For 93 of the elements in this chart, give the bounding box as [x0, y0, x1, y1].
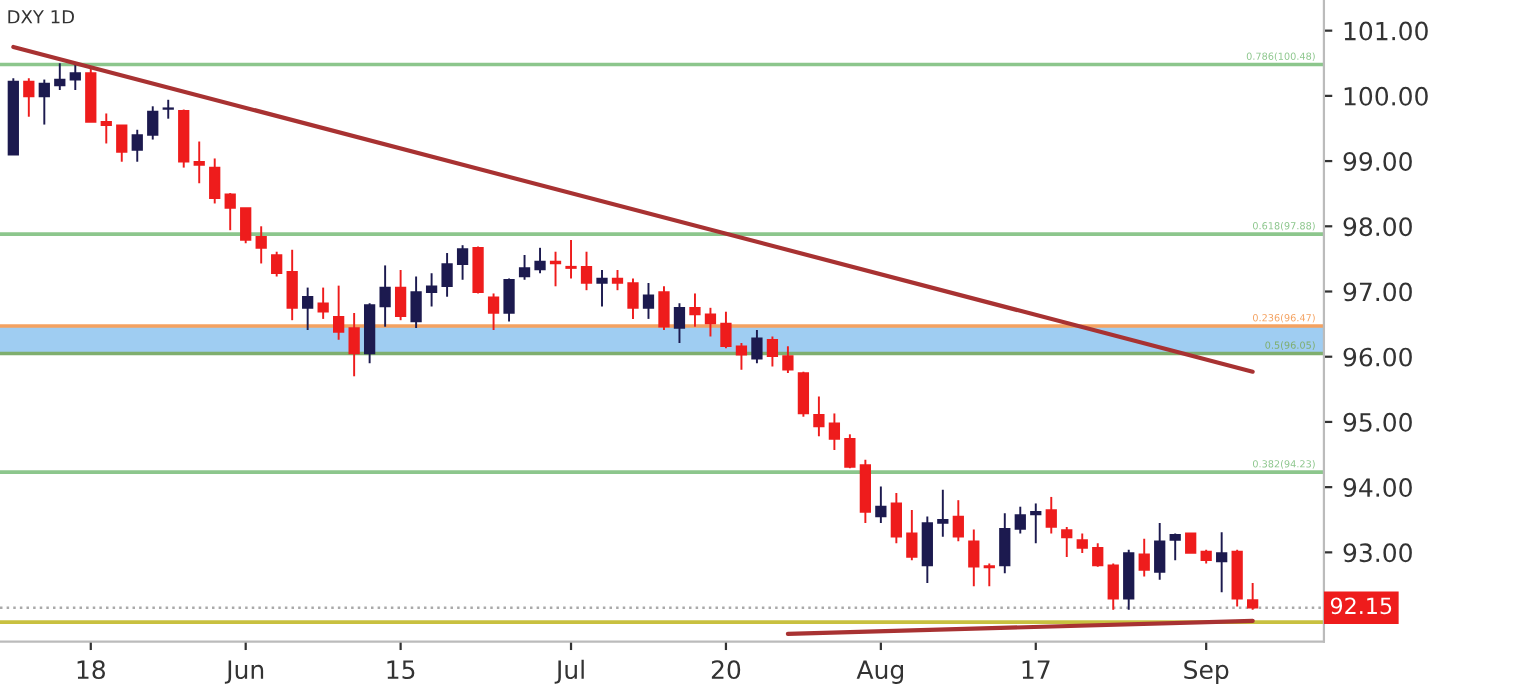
candlestick — [766, 335, 779, 368]
y-tick-label: 99.00 — [1343, 152, 1412, 171]
candlestick — [1185, 532, 1197, 554]
candlestick — [410, 275, 422, 329]
candlestick — [534, 246, 546, 275]
x-tick-label: Sep — [1184, 660, 1229, 684]
candlestick — [844, 433, 856, 470]
candlestick — [1107, 562, 1119, 611]
candlestick — [983, 562, 995, 588]
candlestick — [209, 157, 221, 205]
candlestick — [224, 192, 236, 232]
candlestick — [255, 225, 267, 265]
candlestick — [425, 272, 438, 308]
candlestick — [1216, 531, 1228, 594]
x-tick-label: Jul — [554, 659, 584, 684]
candlestick — [131, 128, 143, 163]
candlestick — [1014, 505, 1026, 535]
candlestick — [1045, 495, 1057, 535]
candlestick — [317, 286, 329, 320]
candlestick — [611, 269, 624, 292]
candlestick — [240, 207, 252, 245]
candlestick — [735, 342, 748, 371]
chart-title: DXY 1D — [8, 10, 74, 24]
candlestick — [704, 306, 717, 338]
candlestick — [23, 77, 35, 118]
candlestick — [565, 239, 577, 280]
candlestick — [333, 284, 345, 341]
candlestick — [921, 515, 933, 584]
x-tick-label: 15 — [387, 660, 415, 680]
y-tick-label: 94.00 — [1343, 478, 1412, 497]
candlestick — [720, 310, 732, 350]
candlestick — [348, 312, 360, 378]
candlestick — [782, 345, 794, 374]
candlestick — [193, 140, 205, 185]
y-tick-label: 95.00 — [1343, 412, 1412, 432]
candlestick — [1231, 548, 1243, 608]
candlestick — [518, 254, 531, 281]
candlestick — [54, 62, 66, 91]
candlestick — [906, 509, 918, 562]
x-tick-label: 18 — [77, 660, 105, 680]
candlestick — [797, 370, 810, 418]
x-tick-label: 17 — [1022, 660, 1050, 679]
x-tick-label: Aug — [856, 660, 903, 684]
candlestick — [875, 485, 887, 524]
candlestick — [38, 78, 50, 126]
x-tick-label: Jun — [224, 660, 264, 684]
candlestick — [116, 124, 128, 163]
candlestick — [1061, 525, 1073, 558]
y-tick-label: 93.00 — [1343, 543, 1412, 563]
candlestick — [999, 512, 1011, 575]
candlestick — [394, 269, 407, 322]
candlestick — [689, 292, 701, 328]
candlestick — [1154, 522, 1166, 581]
candlestick — [487, 292, 500, 331]
candlestick — [162, 98, 174, 120]
candlestick — [952, 499, 964, 543]
candlestick — [596, 269, 608, 308]
candlestick — [859, 458, 872, 524]
candlestick — [286, 248, 298, 322]
candlestick — [1247, 582, 1259, 611]
candlestick — [751, 329, 763, 365]
candlestick — [147, 105, 159, 141]
candlestick — [890, 492, 902, 545]
candlestick — [658, 285, 670, 331]
candlestick — [1030, 502, 1042, 545]
y-tick-label: 98.00 — [1343, 217, 1412, 237]
y-tick-label: 101.00 — [1344, 21, 1428, 41]
y-tick-label: 96.00 — [1343, 347, 1412, 367]
candlestick — [69, 62, 81, 91]
candlestick — [100, 112, 112, 145]
candlestick — [813, 395, 825, 438]
y-tick-label: 97.00 — [1343, 282, 1412, 302]
candlestick — [828, 412, 841, 451]
candlestick — [968, 528, 980, 588]
candlestick — [1138, 537, 1150, 578]
candlestick — [580, 250, 593, 292]
candlestick — [441, 252, 453, 298]
candlestick — [1076, 532, 1088, 554]
candlestick — [937, 488, 949, 538]
candlestick — [673, 302, 686, 344]
candlestick — [456, 244, 469, 281]
candlestick — [627, 277, 639, 320]
candlestick — [503, 277, 515, 323]
candlestick — [1092, 542, 1104, 568]
y-tick-label: 100.00 — [1344, 86, 1428, 106]
candlestick — [642, 282, 655, 320]
candlestick — [1123, 548, 1135, 611]
ref-line-label: 92.15 — [1330, 597, 1392, 615]
candlestick — [271, 250, 283, 278]
x-tick-label: 20 — [711, 660, 741, 680]
candlestick — [379, 264, 391, 328]
candlestick — [1169, 532, 1181, 562]
candlestick — [302, 286, 314, 331]
